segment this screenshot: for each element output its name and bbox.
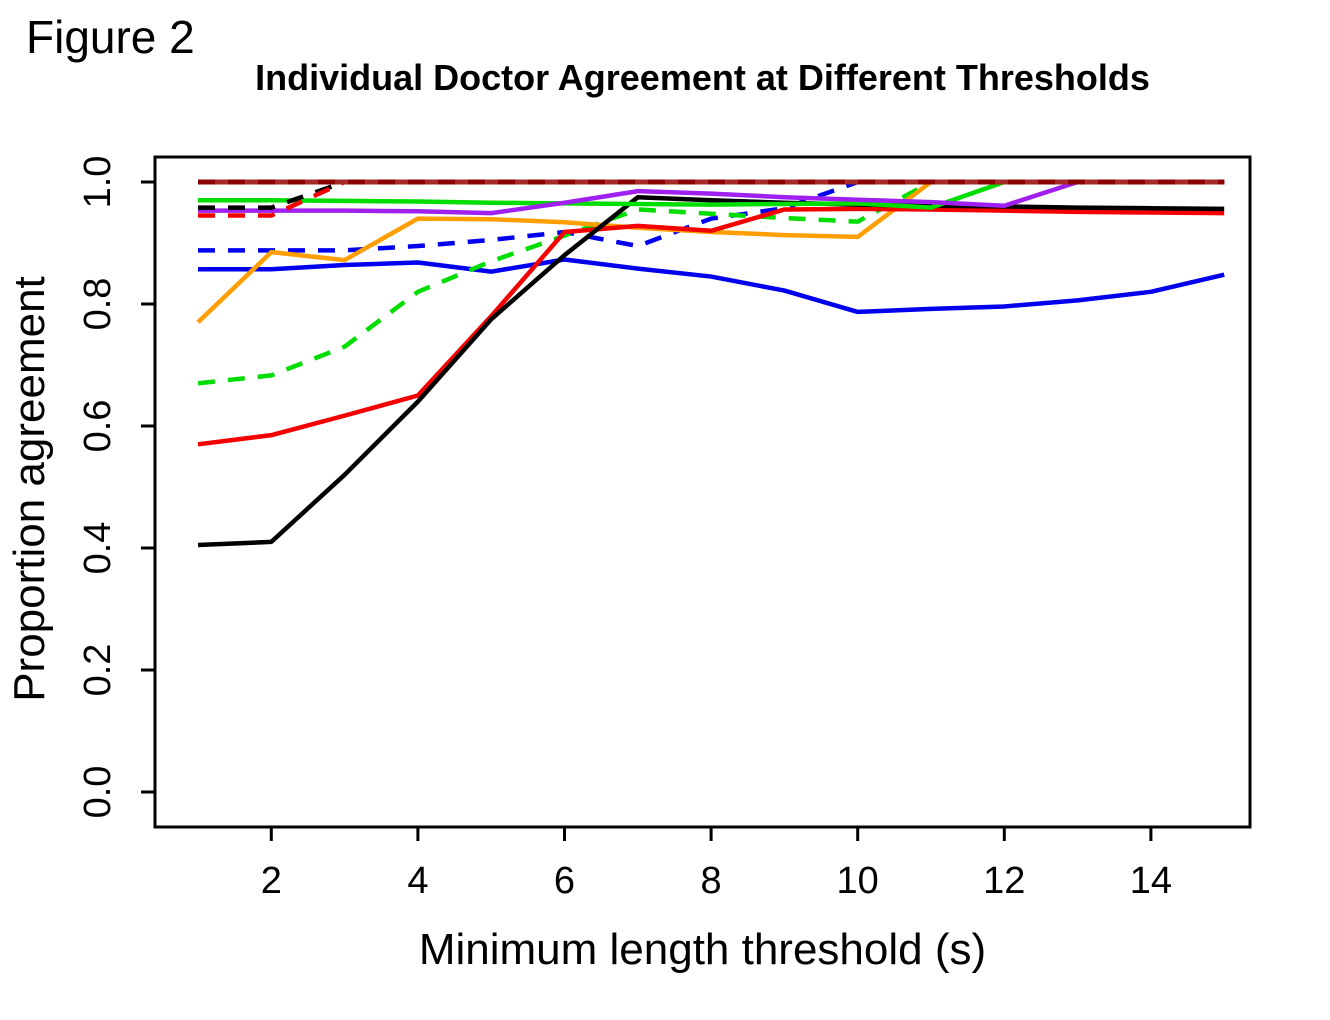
plot-border-box (153, 155, 1252, 829)
axis-tick-labels: 2 4 6 8 10 12 14 0.0 0.2 0.4 0.6 0.8 1.0 (77, 156, 1172, 902)
y-tick-label: 0.8 (77, 278, 119, 331)
x-tick-label: 14 (1130, 860, 1172, 902)
data-line-blue-dashed (198, 179, 1225, 253)
x-tick-label: 4 (407, 860, 428, 902)
data-line-purple-solid (198, 179, 1225, 216)
data-line-red-solid (197, 206, 1225, 447)
x-tick-label: 6 (554, 860, 575, 902)
x-tick-label: 2 (261, 860, 282, 902)
x-tick-label: 10 (837, 860, 879, 902)
y-tick-label: 0.0 (77, 766, 119, 819)
y-tick-label: 0.2 (77, 644, 119, 697)
figure-label: Figure 2 (26, 11, 195, 63)
chart-title: Individual Doctor Agreement at Different… (255, 57, 1150, 98)
axis-ticks (141, 180, 1153, 841)
data-lines (196, 179, 1225, 548)
y-axis-label: Proportion agreement (5, 276, 54, 702)
x-tick-label: 12 (983, 860, 1025, 902)
y-tick-label: 0.6 (77, 400, 119, 453)
x-tick-label: 8 (701, 860, 722, 902)
y-tick-label: 0.4 (77, 522, 119, 575)
data-line-blue-solid (198, 257, 1225, 315)
y-tick-label: 1.0 (77, 156, 119, 209)
x-axis-label: Minimum length threshold (s) (418, 925, 987, 974)
data-line-black-solid (197, 195, 1225, 548)
